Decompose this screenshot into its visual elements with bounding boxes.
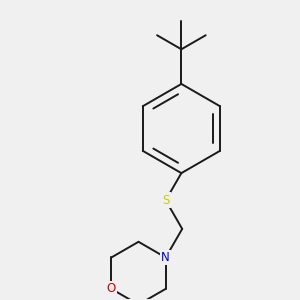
Text: O: O [107,282,116,296]
Text: S: S [162,194,169,207]
Text: N: N [161,251,170,264]
